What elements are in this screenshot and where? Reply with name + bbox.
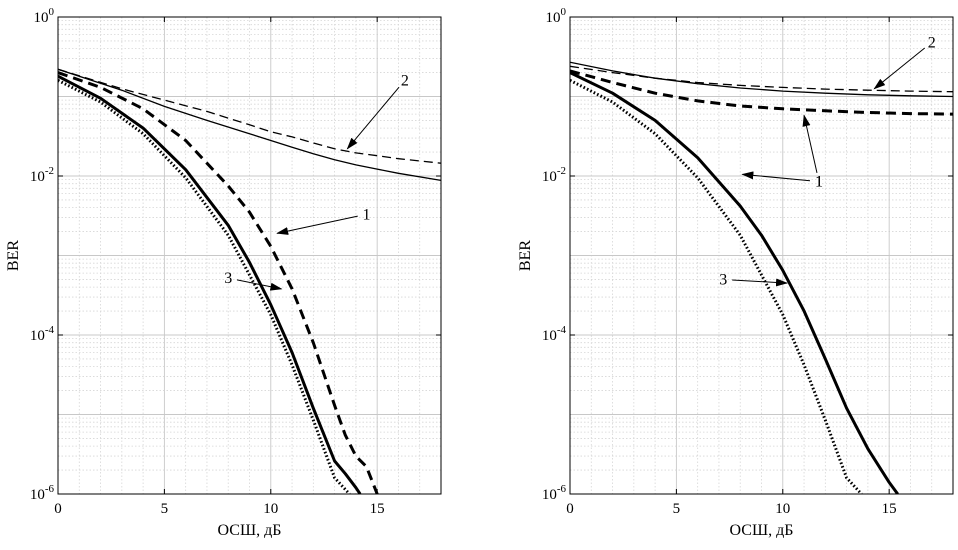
y-tick-label: 10-4	[542, 324, 567, 344]
annotation-arrow	[741, 171, 811, 182]
annotation-arrow	[873, 47, 926, 90]
annotation-arrow	[236, 279, 283, 291]
series-line-solid-thick	[570, 71, 899, 494]
series-line-solid-thin	[570, 61, 953, 98]
y-tick-exponent: -2	[557, 165, 566, 177]
series-group	[58, 68, 441, 494]
y-axis-label: BER	[517, 240, 534, 271]
x-tick-label: 0	[54, 501, 62, 517]
series-group	[570, 61, 953, 494]
series-line-solid-thick	[58, 74, 362, 494]
y-tick-base: 10	[34, 10, 49, 26]
y-tick-exponent: 0	[561, 6, 567, 18]
x-tick-label: 0	[566, 501, 574, 517]
series-line-dashed-thick	[58, 71, 379, 494]
series-line-dashed-thin	[570, 65, 953, 93]
x-tick-label: 5	[161, 501, 169, 517]
y-tick-exponent: -6	[45, 483, 55, 495]
y-tick-exponent: -6	[557, 483, 567, 495]
y-tick-exponent: -2	[45, 165, 54, 177]
annotation-label: 1	[363, 206, 371, 223]
y-tick-base: 10	[542, 487, 557, 503]
x-tick-label: 10	[775, 501, 790, 517]
y-tick-exponent: -4	[557, 324, 567, 336]
annotation-label: 2	[401, 72, 409, 89]
y-tick-label: 100	[546, 6, 567, 26]
y-axis-label: BER	[5, 240, 22, 271]
series-line-dotted-thick	[570, 78, 863, 494]
y-tick-base: 10	[30, 169, 45, 185]
y-tick-label: 10-4	[30, 324, 55, 344]
annotation-label: 3	[719, 271, 727, 288]
annotation-arrow	[346, 86, 400, 150]
x-axis-label: ОСШ, дБ	[730, 522, 794, 539]
annotation-label: 1	[815, 174, 823, 191]
series-line-dotted-thick	[58, 78, 351, 494]
y-tick-label: 10-2	[30, 165, 54, 185]
x-tick-label: 15	[882, 501, 897, 517]
x-tick-label: 15	[370, 501, 385, 517]
y-tick-base: 10	[542, 169, 557, 185]
annotation-label: 1	[815, 174, 823, 191]
annotation-arrow	[732, 278, 789, 287]
y-tick-base: 10	[30, 487, 45, 503]
y-tick-base: 10	[546, 10, 561, 26]
annotation-label: 2	[928, 34, 936, 51]
annotation-arrow	[802, 114, 818, 173]
series-line-solid-thin	[58, 68, 441, 182]
y-tick-label: 100	[34, 6, 55, 26]
y-tick-exponent: -4	[45, 324, 55, 336]
annotation-label: 3	[224, 270, 232, 287]
y-tick-label: 10-2	[542, 165, 566, 185]
y-tick-base: 10	[30, 328, 45, 344]
x-axis-label: ОСШ, дБ	[218, 522, 282, 539]
x-tick-label: 5	[673, 501, 681, 517]
y-tick-label: 10-6	[30, 483, 55, 503]
series-line-dashed-thin	[58, 68, 441, 164]
x-tick-label: 10	[263, 501, 278, 517]
y-tick-label: 10-6	[542, 483, 567, 503]
y-tick-exponent: 0	[49, 6, 55, 18]
axes-box	[569, 16, 954, 495]
annotation-arrow	[276, 215, 358, 235]
series-line-dashed-thick	[570, 69, 953, 116]
y-tick-base: 10	[542, 328, 557, 344]
axes-box	[57, 16, 442, 495]
